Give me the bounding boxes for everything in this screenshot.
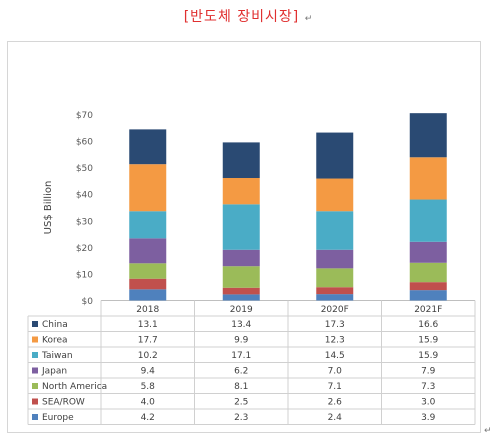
page-title: [반도체 장비시장] ↵ [0,6,497,26]
bar-segment-north-america [316,268,354,288]
legend-key-china [32,321,38,327]
bar-segment-sea-row [316,287,354,295]
bar-segment-china [316,132,354,179]
table-cell-value: 9.4 [141,367,156,377]
table-cell-value: 3.9 [421,413,436,423]
x-tick-label: 2019 [230,305,253,315]
bar-segment-china [409,113,447,158]
legend-key-north-america [32,383,38,389]
table-cell-value: 16.6 [418,320,438,330]
bar-segment-taiwan [222,204,260,250]
bar-segment-north-america [129,263,167,279]
y-tick-label: $30 [76,217,93,227]
table-cell-value: 4.0 [141,398,156,408]
chart-frame [7,41,481,433]
table-cell-value: 14.5 [325,351,345,361]
bar-segment-europe [222,294,260,301]
table-cell-value: 13.4 [231,320,251,330]
bar-segment-china [222,142,260,179]
bar-segment-japan [409,241,447,263]
bar-segment-korea [129,164,167,212]
bar-segment-europe [129,289,167,301]
table-cell-value: 7.9 [421,367,436,377]
legend-label: China [42,320,68,330]
table-cell-value: 7.1 [328,382,342,392]
y-axis-label: US$ Billion [43,181,54,235]
table-cell-value: 15.9 [418,336,438,346]
bar-segment-japan [129,238,167,264]
bar-segment-north-america [222,266,260,288]
paragraph-mark-icon: ↵ [304,14,314,24]
legend-label: Japan [41,367,67,377]
table-cell-value: 13.1 [138,320,158,330]
bar-layer [129,113,447,301]
y-tick-label: $40 [76,191,93,201]
table-cell-value: 2.3 [234,413,248,423]
table-cell-value: 6.2 [234,367,248,377]
bar-segment-japan [222,249,260,267]
y-tick-label: $20 [76,244,93,254]
x-tick-label: 2020F [321,305,349,315]
table-cell-value: 15.9 [418,351,438,361]
bar-segment-korea [316,178,354,212]
bar-segment-sea-row [409,282,447,291]
table-cell-value: 17.3 [325,320,345,330]
bar-segment-europe [316,294,354,301]
bar-segment-korea [222,178,260,205]
legend-key-taiwan [32,352,38,358]
table-cell-value: 17.1 [231,351,251,361]
table-cell-value: 2.4 [328,413,343,423]
bar-segment-sea-row [222,287,260,295]
y-tick-label: $70 [76,111,93,121]
data-table: 2018 2019 2020F 2021F China 13.1 13.4 17.3 16.6 K… [27,300,476,425]
table-cell-value: 7.3 [421,382,435,392]
table-cell-value: 8.1 [234,382,248,392]
paragraph-mark-icon: ↵ [484,426,492,436]
y-tick-label: $50 [76,164,93,174]
table-cell-value: 10.2 [138,351,158,361]
bar-segment-taiwan [129,211,167,239]
table-cell-value: 2.6 [328,398,343,408]
table-cell-value: 9.9 [234,336,249,346]
bar-segment-taiwan [316,211,354,250]
table-cell-value: 12.3 [325,336,345,346]
bar-segment-korea [409,157,447,200]
page-title-text: [반도체 장비시장] [183,9,300,25]
legend-label: Taiwan [41,351,73,361]
x-tick-label: 2021F [414,305,442,315]
legend-label: Korea [42,336,68,346]
legend-key-europe [32,414,38,420]
y-tick-label: $10 [76,270,93,280]
legend-label: SEA/ROW [42,398,85,408]
bar-segment-japan [316,249,354,269]
legend-label: Europe [42,413,74,423]
legend-key-korea [32,336,38,343]
bar-segment-china [129,129,167,165]
legend-key-sea-row [32,398,38,405]
legend-key-japan [32,367,38,374]
x-tick-label: 2018 [136,305,159,315]
table-cell-value: 5.8 [141,382,156,392]
legend-label: North America [42,382,107,392]
table-cell-value: 17.7 [138,336,158,346]
table-cell-value: 3.0 [421,398,436,408]
table-cell-value: 2.5 [234,398,248,408]
table-cell-value: 7.0 [328,367,343,377]
axis-layer: $0 $10 $20 $30 $40 $50 $60 $70 US$ Billion [43,111,475,307]
bar-segment-north-america [409,262,447,283]
y-tick-label: $60 [76,138,93,148]
y-tick-label: $0 [82,297,94,307]
bar-segment-europe [409,290,447,301]
bar-segment-taiwan [409,199,447,242]
table-cell-value: 4.2 [141,413,155,423]
bar-segment-sea-row [129,278,167,290]
